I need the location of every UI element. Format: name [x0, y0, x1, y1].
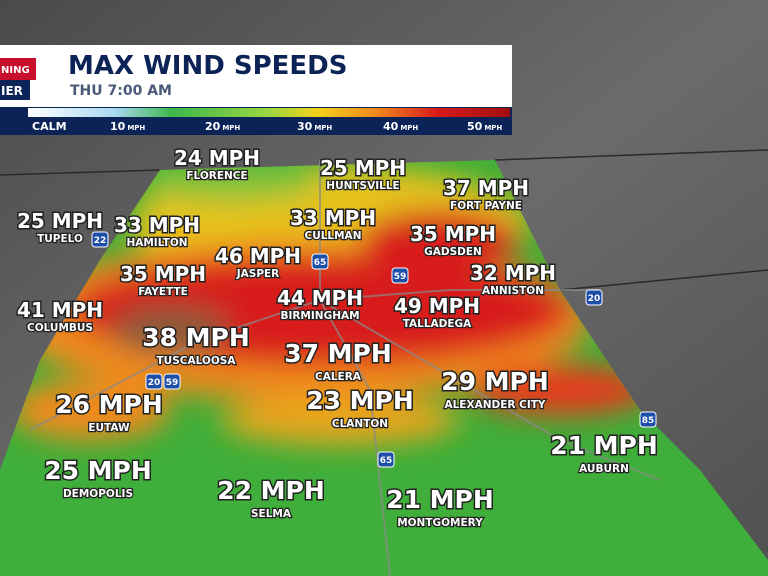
- legend-label: 20 MPH: [205, 120, 240, 133]
- wind-speed: 21 MPH: [550, 431, 658, 460]
- wind-speed: 25 MPH: [17, 209, 103, 233]
- highway-shield: [311, 253, 329, 270]
- city-name: CLANTON: [332, 418, 388, 430]
- city-name: FLORENCE: [186, 170, 247, 182]
- wind-speed: 21 MPH: [386, 485, 494, 514]
- wind-speed: 37 MPH: [443, 176, 529, 200]
- city-name: COLUMBUS: [27, 322, 93, 334]
- legend-label: 40 MPH: [383, 120, 418, 133]
- legend-label: CALM: [32, 120, 67, 133]
- highway-number: 85: [642, 416, 655, 426]
- wind-speed: 33 MPH: [114, 213, 200, 237]
- legend-value: 40: [383, 120, 399, 133]
- highway-number: 59: [394, 272, 407, 282]
- city-name: HAMILTON: [126, 237, 187, 249]
- highway-number: 65: [314, 258, 327, 268]
- title-box: [0, 45, 512, 107]
- highway-number: 59: [166, 378, 179, 388]
- wind-speed: 35 MPH: [120, 262, 206, 286]
- borders: [0, 149, 768, 291]
- logo-text: NING: [1, 65, 30, 76]
- city-name: JASPER: [236, 268, 280, 280]
- logo-bottom: [0, 80, 30, 100]
- legend-unit: MPH: [127, 124, 145, 132]
- legend-label: 50 MPH: [467, 120, 502, 133]
- highway-number: 22: [94, 236, 107, 246]
- legend-unit: MPH: [314, 124, 332, 132]
- legend-value: 20: [205, 120, 221, 133]
- city-name: MONTGOMERY: [397, 517, 483, 529]
- highway-shield: [91, 231, 109, 248]
- highway-shield: [391, 267, 409, 284]
- roads: [29, 160, 661, 576]
- city-name: ANNISTON: [482, 285, 544, 297]
- wind-speed: 25 MPH: [44, 456, 152, 485]
- city-name: CALERA: [315, 371, 362, 383]
- wind-speed: 29 MPH: [441, 367, 549, 396]
- city-name: CULLMAN: [305, 230, 362, 242]
- wind-speed: 26 MPH: [55, 390, 163, 419]
- city-name: EUTAW: [88, 422, 130, 434]
- logo-text: IER: [1, 84, 23, 98]
- wind-speed: 38 MPH: [142, 323, 250, 352]
- highway-number: 65: [380, 456, 393, 466]
- wind-speed: 44 MPH: [277, 286, 363, 310]
- city-name: DEMOPOLIS: [63, 488, 133, 500]
- wind-speed: 35 MPH: [410, 222, 496, 246]
- title: MAX WIND SPEEDS: [68, 51, 347, 81]
- city-name: FORT PAYNE: [450, 200, 522, 212]
- legend-unit: MPH: [222, 124, 240, 132]
- highway-shield: [377, 451, 395, 468]
- legend-value: 30: [297, 120, 313, 133]
- legend-label: 30 MPH: [297, 120, 332, 133]
- city-name: TALLADEGA: [403, 318, 472, 330]
- wind-speed: 23 MPH: [306, 386, 414, 415]
- wind-speed: 22 MPH: [217, 476, 325, 505]
- subtitle: THU 7:00 AM: [70, 83, 172, 99]
- city-name: FAYETTE: [138, 286, 188, 298]
- legend-unit: MPH: [484, 124, 502, 132]
- legend-value: 10: [110, 120, 126, 133]
- wind-speed: 33 MPH: [290, 206, 376, 230]
- wind-speed: 46 MPH: [215, 244, 301, 268]
- city-name: AUBURN: [579, 463, 629, 475]
- color-scale: [28, 108, 510, 117]
- wind-speed: 32 MPH: [470, 261, 556, 285]
- highway-shield: [585, 289, 603, 306]
- wind-speed: 24 MPH: [174, 146, 260, 170]
- wind-speed: 41 MPH: [17, 298, 103, 322]
- logo-top: [0, 58, 36, 80]
- wind-speed: 25 MPH: [320, 156, 406, 180]
- city-name: GADSDEN: [424, 246, 482, 258]
- city-name: ALEXANDER CITY: [444, 399, 545, 411]
- city-name: HUNTSVILLE: [326, 180, 399, 192]
- highway-shield: [163, 373, 181, 390]
- legend-unit: MPH: [400, 124, 418, 132]
- city-name: SELMA: [251, 508, 292, 520]
- highway-number: 20: [588, 294, 601, 304]
- legend-label: 10 MPH: [110, 120, 145, 133]
- header: NING IER MAX WIND SPEEDS THU 7:00 AM CAL…: [0, 45, 512, 135]
- highway-shield: [639, 411, 657, 428]
- wind-speed: 37 MPH: [284, 339, 392, 368]
- highway-number: 20: [148, 378, 161, 388]
- highway-shield: [145, 373, 163, 390]
- legend-value: 50: [467, 120, 483, 133]
- wind-speed: 49 MPH: [394, 294, 480, 318]
- city-name: TUSCALOOSA: [157, 355, 237, 367]
- city-name: TUPELO: [37, 233, 83, 245]
- city-name: BIRMINGHAM: [280, 310, 359, 322]
